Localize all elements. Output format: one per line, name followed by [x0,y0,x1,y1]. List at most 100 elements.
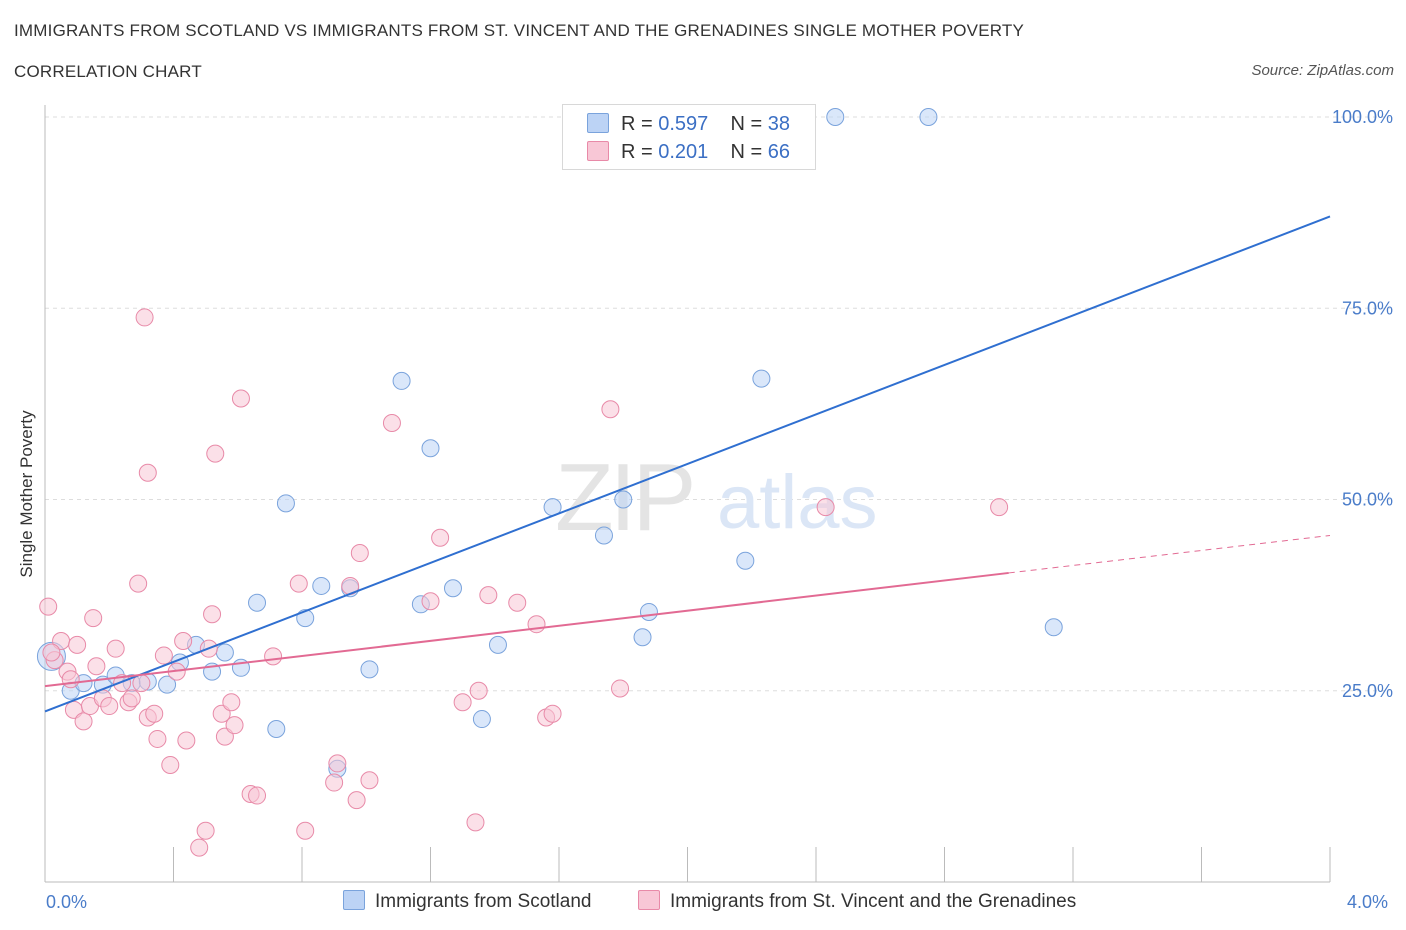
legend-n-label: N = [730,113,763,135]
point-svg [601,400,620,419]
legend-r-label: R = [621,141,653,163]
point-scotland [267,720,286,738]
point-scotland [276,494,295,513]
point-scotland [421,439,440,458]
point-svg [296,821,315,840]
point-scotland [736,551,755,570]
trendline-svg-extension [1008,534,1331,574]
point-scotland [392,371,411,390]
point-scotland [360,660,379,679]
x-tick-label-max: 4.0% [1347,892,1389,912]
bottom-legend-label-svg: Immigrants from St. Vincent and the Gren… [670,891,1077,912]
point-svg [196,821,215,840]
legend-r-value-scotland: 0.597 [658,113,709,135]
point-svg [190,838,209,857]
point-svg [174,632,193,651]
point-scotland [633,628,652,647]
point-svg [68,635,87,654]
watermark: ZIP atlas [555,444,878,551]
point-svg [212,704,231,723]
point-svg [39,597,58,616]
point-svg [611,679,630,698]
bottom-legend-swatch-svg [638,890,660,910]
point-svg [138,463,157,482]
point-svg [469,681,488,700]
legend-n-value-scotland: 38 [767,113,791,135]
point-svg [206,444,225,463]
point-svg [816,498,835,517]
point-svg [106,639,125,658]
legend-swatch-svg [587,141,609,161]
point-svg [122,689,141,708]
chart-title-line-1: IMMIGRANTS FROM SCOTLAND VS IMMIGRANTS F… [14,21,1025,40]
point-svg [328,754,347,773]
point-svg [382,414,401,432]
chart-title-line-2: CORRELATION CHART [14,62,202,81]
point-scotland [639,602,658,621]
point-svg [325,773,344,792]
point-svg [421,592,440,611]
point-svg [527,615,546,634]
point-scotland [826,108,845,126]
legend-swatch-scotland [587,113,609,133]
point-scotland [158,675,177,694]
point-scotland [594,526,613,545]
point-scotland [443,579,462,598]
point-svg [479,586,498,605]
point-svg [360,771,379,790]
source-label: Source: ZipAtlas.com [1251,62,1394,79]
point-svg [289,574,308,593]
point-svg [215,727,234,746]
point-scotland [614,490,633,509]
legend-n-label: N = [730,141,763,163]
bottom-legend-label-scotland: Immigrants from Scotland [375,891,592,912]
point-svg [990,498,1009,517]
point-svg [543,704,562,723]
point-svg [177,731,196,750]
legend-row-scotland: R = 0.597 N = 38 [587,113,790,136]
legend-row-svg: R = 0.201 N = 66 [587,141,790,164]
legend-n-value-svg: 66 [767,141,791,163]
trend-lines [44,215,1331,713]
point-svg [203,605,222,624]
trendline-svg [44,571,1009,688]
legend-r-value-svg: 0.201 [658,141,709,163]
point-svg [74,712,93,731]
series-svg-points [39,308,1009,857]
y-tick-labels: 25.0% 50.0% 75.0% 100.0% [1332,107,1393,701]
bottom-legend-svg[interactable]: Immigrants from St. Vincent and the Gren… [638,890,1076,913]
point-svg [350,544,369,563]
bottom-legend-scotland[interactable]: Immigrants from Scotland [343,890,591,913]
trendline-scotland [44,215,1331,713]
y-tick-label: 50.0% [1342,490,1393,510]
point-svg [145,704,164,723]
point-svg [222,693,241,712]
point-svg [231,389,250,408]
point-svg [264,647,283,666]
point-svg [42,643,61,662]
point-svg [100,697,119,716]
point-svg [453,693,472,712]
correlation-legend: R = 0.597 N = 38 R = 0.201 N = 66 [562,104,816,170]
y-tick-label: 25.0% [1342,681,1393,701]
y-axis-label: Single Mother Poverty [17,410,36,578]
axes [44,105,1331,883]
point-svg [113,674,132,693]
y-tick-label: 75.0% [1342,298,1393,318]
point-svg [87,657,106,676]
series-scotland-points [36,108,1063,778]
point-scotland [248,593,267,612]
point-svg [347,791,366,810]
point-scotland [919,108,938,126]
point-scotland [1044,618,1063,637]
point-svg [508,593,527,612]
watermark-atlas: atlas [717,460,878,545]
point-svg [225,716,244,735]
point-scotland [488,635,507,654]
y-tick-label: 100.0% [1332,107,1393,127]
point-svg [466,813,485,832]
point-svg [129,574,148,593]
point-svg [154,646,173,665]
point-scotland [472,710,491,729]
